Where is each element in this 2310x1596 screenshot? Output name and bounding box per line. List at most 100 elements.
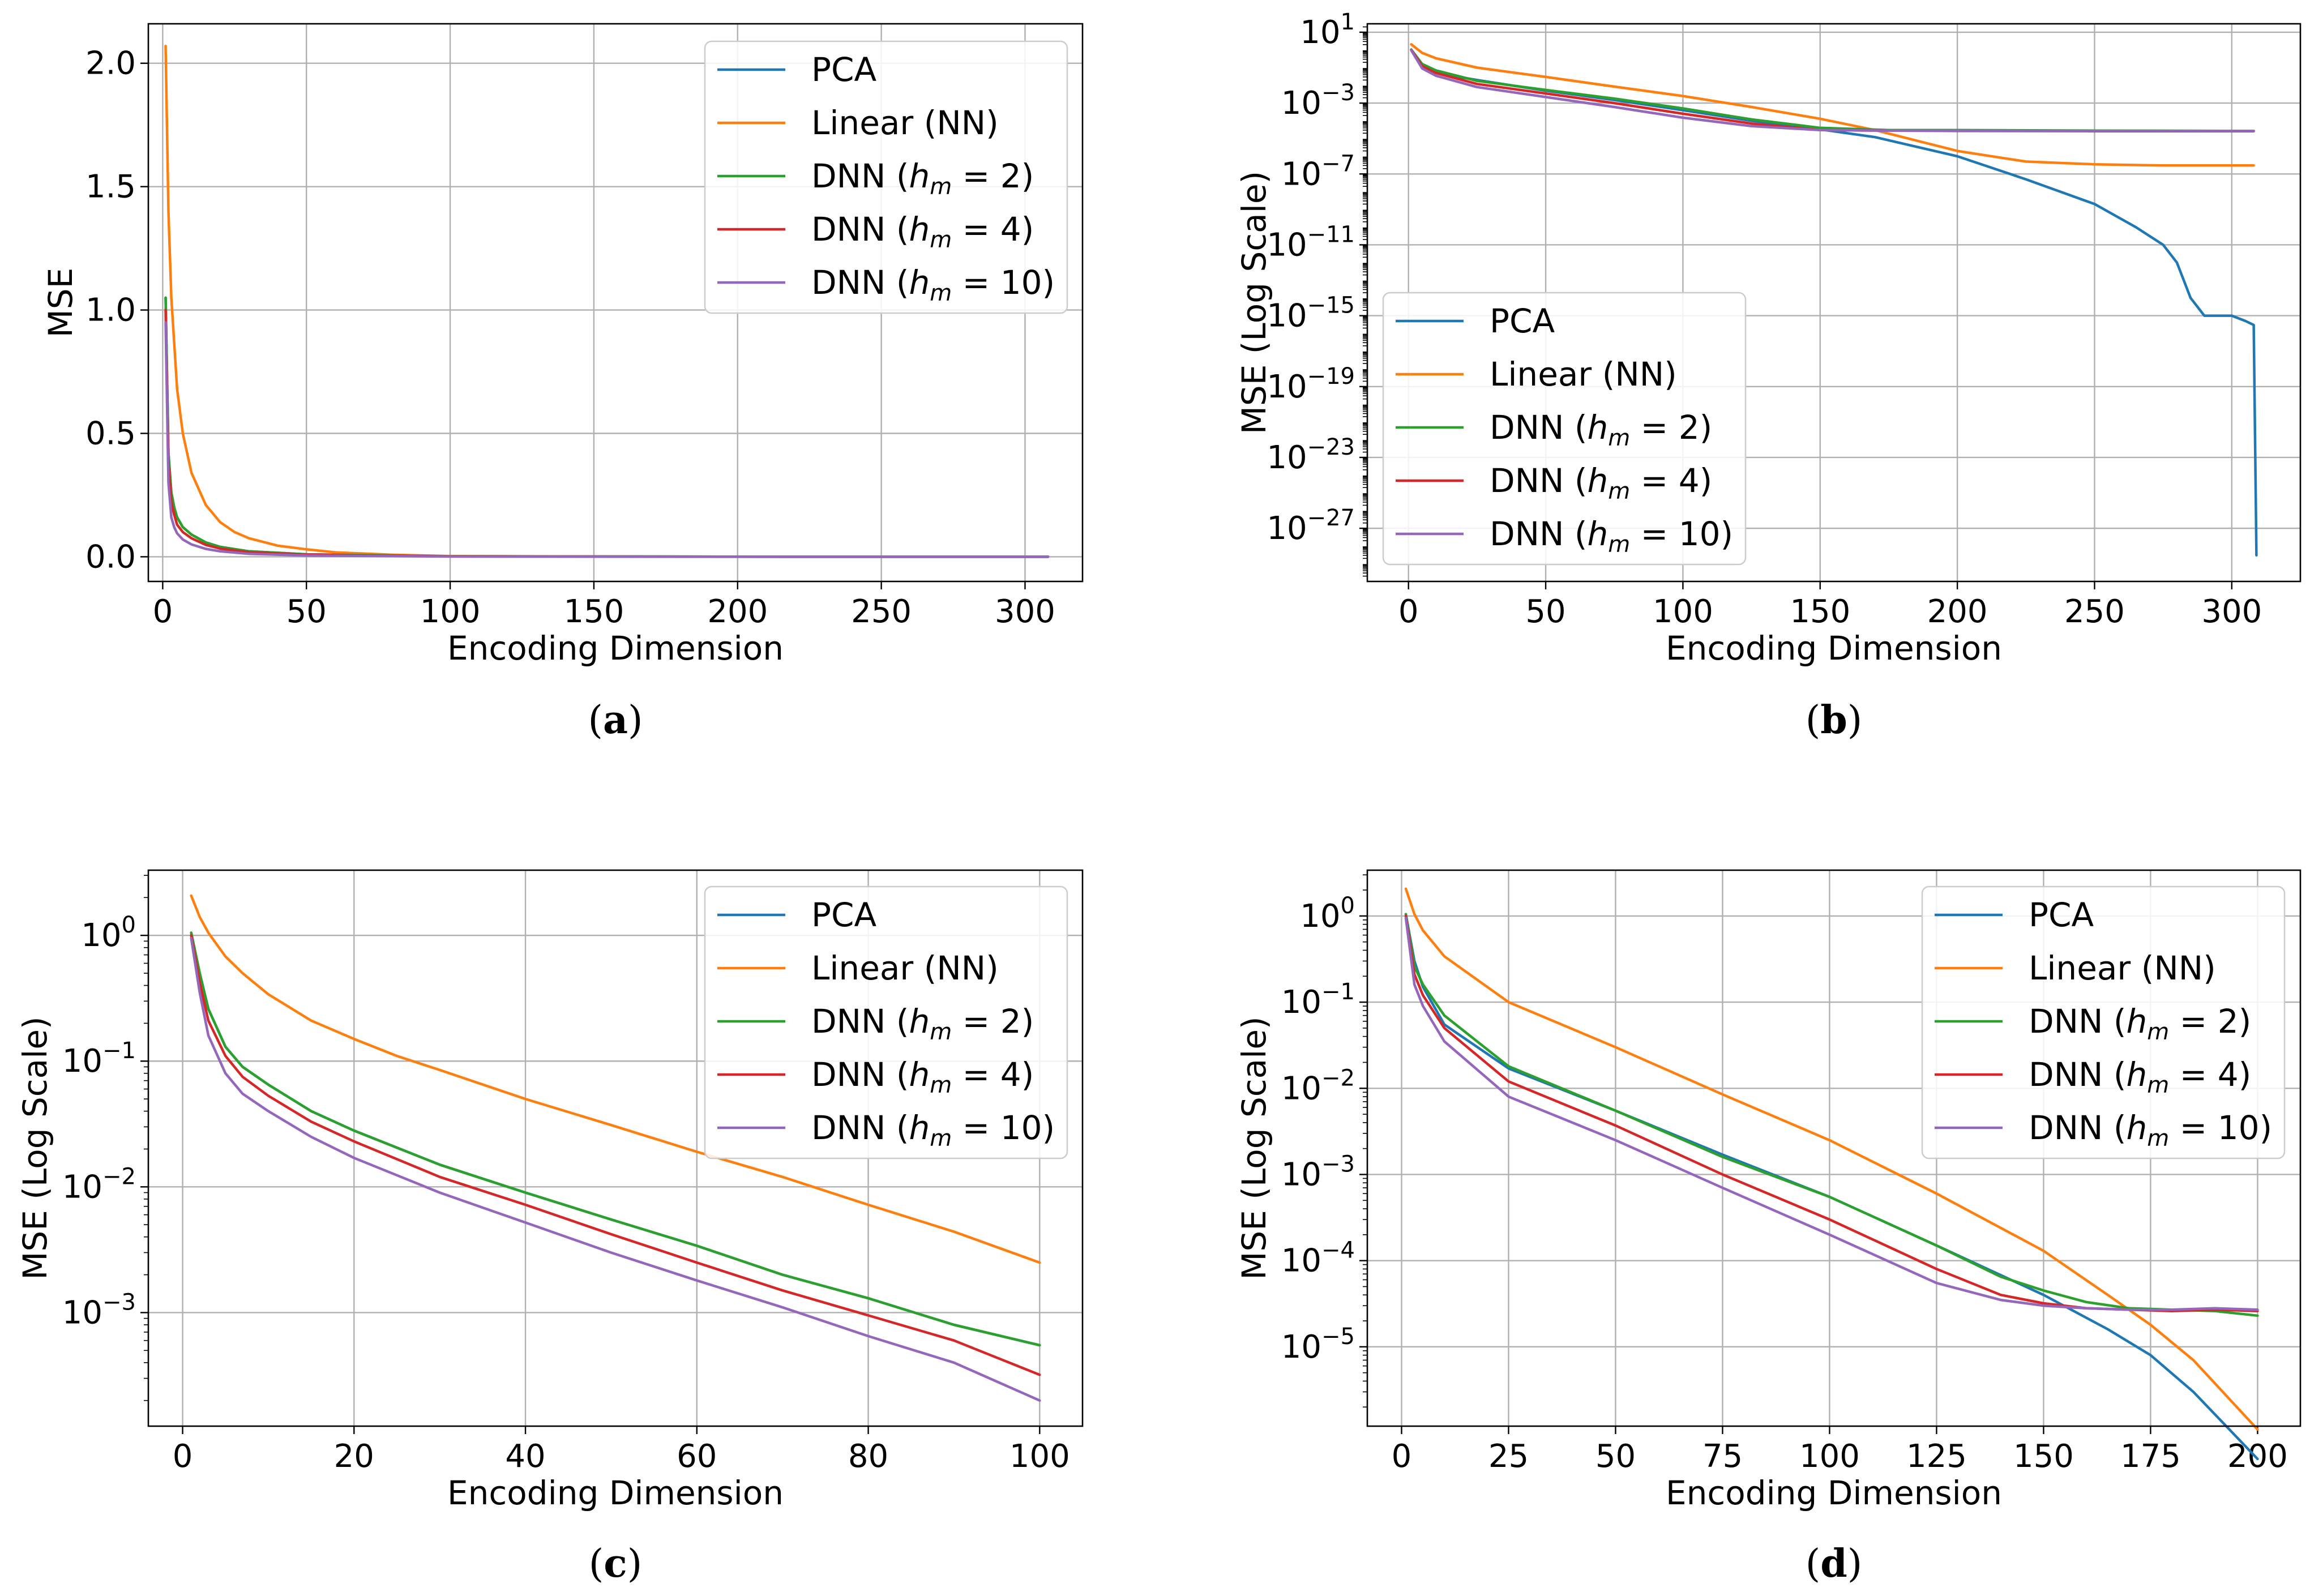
y-tick-label-0: 0.0 bbox=[85, 538, 136, 575]
plot-frame bbox=[147, 23, 1084, 583]
x-tick-label-2: 100 bbox=[1653, 593, 1713, 630]
legend-label-2: DNN (hm = 2) bbox=[811, 157, 1034, 200]
legend-label-4: DNN (hm = 10) bbox=[1490, 515, 1733, 558]
y-tick-label-3: 10−3 bbox=[62, 1289, 136, 1331]
legend-label-1: Linear (NN) bbox=[811, 104, 999, 142]
legend-label-3: DNN (hm = 4) bbox=[2029, 1055, 2251, 1098]
x-tick-label-5: 250 bbox=[851, 593, 912, 630]
x-tick-label-4: 100 bbox=[1799, 1438, 1860, 1475]
panel-caption: (d) bbox=[1806, 1541, 1863, 1586]
series-line-2 bbox=[164, 296, 1050, 558]
y-axis-label: MSE bbox=[41, 268, 80, 338]
y-axis-label: MSE (Log Scale) bbox=[1235, 171, 1273, 434]
series-line-4 bbox=[1404, 917, 2259, 1311]
chart-panel-d: 0 25 50 75 100 125 150 175 200 100 10−1 10−2 10−3 10−… bbox=[1235, 869, 2302, 1586]
x-tick-label-4: 200 bbox=[1927, 593, 1988, 630]
series-line-1 bbox=[190, 894, 1041, 1264]
chart-panel-b: 0 50 100 150 200 250 300 101 10−3 10−7 10−11 10−15 1… bbox=[1235, 9, 2302, 743]
x-tick-label-0: 0 bbox=[1398, 593, 1419, 630]
x-tick-label-2: 40 bbox=[505, 1438, 545, 1475]
y-tick-label-7: 10−27 bbox=[1267, 505, 1355, 547]
y-axis-label: MSE (Log Scale) bbox=[1235, 1016, 1273, 1280]
legend-label-3: DNN (hm = 4) bbox=[811, 1055, 1034, 1098]
legend-label-4: DNN (hm = 10) bbox=[811, 263, 1055, 306]
y-tick-label-4: 10−15 bbox=[1267, 293, 1355, 335]
x-tick-label-4: 200 bbox=[707, 593, 768, 630]
y-tick-label-5: 10−5 bbox=[1281, 1324, 1355, 1366]
legend-label-0: PCA bbox=[1490, 302, 1555, 340]
y-tick-label-0: 100 bbox=[1300, 893, 1355, 935]
chart-panel-c: 0 20 40 60 80 100 100 10−1 10−2 10−3 Encoding Dime… bbox=[16, 869, 1084, 1586]
x-tick-label-1: 20 bbox=[334, 1438, 374, 1475]
series-line-0 bbox=[164, 296, 1050, 558]
y-tick-label-4: 2.0 bbox=[85, 45, 136, 82]
legend-label-0: PCA bbox=[811, 50, 876, 89]
x-tick-label-6: 150 bbox=[2013, 1438, 2074, 1475]
series-line-3 bbox=[190, 934, 1041, 1376]
y-tick-label-6: 10−23 bbox=[1267, 434, 1355, 476]
x-tick-label-1: 50 bbox=[1525, 593, 1565, 630]
x-tick-label-0: 0 bbox=[1392, 1438, 1412, 1475]
x-tick-label-6: 300 bbox=[995, 593, 1055, 630]
x-tick-label-0: 0 bbox=[153, 593, 173, 630]
x-tick-label-5: 250 bbox=[2064, 593, 2125, 630]
legend-label-1: Linear (NN) bbox=[2029, 949, 2216, 987]
x-tick-label-2: 100 bbox=[420, 593, 481, 630]
legend-label-1: Linear (NN) bbox=[1490, 355, 1677, 393]
legend-label-0: PCA bbox=[811, 896, 876, 934]
legend-label-4: DNN (hm = 10) bbox=[811, 1109, 1055, 1152]
x-tick-label-1: 25 bbox=[1488, 1438, 1529, 1475]
x-tick-label-5: 125 bbox=[1906, 1438, 1967, 1475]
series-line-4 bbox=[164, 321, 1050, 558]
x-tick-label-3: 60 bbox=[677, 1438, 717, 1475]
y-tick-label-5: 10−19 bbox=[1267, 363, 1355, 405]
y-tick-label-2: 10−7 bbox=[1281, 151, 1355, 192]
legend-box bbox=[1921, 885, 2286, 1159]
series-line-1 bbox=[1410, 43, 2255, 167]
y-axis-label: MSE (Log Scale) bbox=[16, 1016, 54, 1280]
legend: PCA Linear (NN) DNN (hm = 2) DNN (hm = 4) DN… bbox=[704, 40, 1068, 314]
series-line-4 bbox=[1410, 49, 2255, 132]
legend-box bbox=[1382, 292, 1747, 566]
x-tick-label-4: 80 bbox=[848, 1438, 888, 1475]
y-tick-label-2: 10−2 bbox=[62, 1163, 136, 1205]
y-tick-label-1: 10−3 bbox=[1281, 80, 1355, 122]
y-tick-label-3: 10−3 bbox=[1281, 1151, 1355, 1193]
y-tick-label-4: 10−4 bbox=[1281, 1238, 1355, 1280]
legend-label-2: DNN (hm = 2) bbox=[811, 1002, 1034, 1045]
x-tick-label-0: 0 bbox=[173, 1438, 193, 1475]
x-axis-label: Encoding Dimension bbox=[1666, 1474, 2002, 1512]
y-tick-label-3: 1.5 bbox=[85, 169, 136, 206]
chart-panel-a: 0 50 100 150 200 250 300 0.0 0.5 1.0 1.5 2.0 Encodin… bbox=[41, 23, 1084, 743]
x-tick-label-3: 75 bbox=[1702, 1438, 1743, 1475]
legend: PCA Linear (NN) DNN (hm = 2) DNN (hm = 4) DN… bbox=[1921, 885, 2286, 1159]
x-tick-label-7: 175 bbox=[2120, 1438, 2181, 1475]
x-axis-label: Encoding Dimension bbox=[1666, 629, 2002, 668]
legend-label-1: Linear (NN) bbox=[811, 949, 999, 987]
legend-label-3: DNN (hm = 4) bbox=[1490, 461, 1712, 504]
y-tick-label-2: 10−2 bbox=[1281, 1065, 1355, 1107]
y-tick-label-0: 100 bbox=[81, 912, 136, 954]
plot-frame bbox=[1366, 869, 2302, 1427]
x-tick-label-8: 200 bbox=[2227, 1438, 2288, 1475]
legend: PCA Linear (NN) DNN (hm = 2) DNN (hm = 4) DN… bbox=[704, 885, 1068, 1159]
series-line-2 bbox=[190, 931, 1041, 1347]
y-tick-label-2: 1.0 bbox=[85, 292, 136, 329]
y-tick-label-3: 10−11 bbox=[1267, 221, 1355, 263]
legend: PCA Linear (NN) DNN (hm = 2) DNN (hm = 4) DN… bbox=[1382, 292, 1747, 566]
y-tick-label-0: 101 bbox=[1300, 9, 1355, 51]
x-tick-label-2: 50 bbox=[1595, 1438, 1636, 1475]
panel-caption: (b) bbox=[1806, 698, 1863, 743]
series-line-1 bbox=[1404, 887, 2259, 1431]
x-tick-label-1: 50 bbox=[286, 593, 327, 630]
plot-frame bbox=[147, 869, 1084, 1427]
legend-label-2: DNN (hm = 2) bbox=[2029, 1002, 2251, 1045]
legend-box bbox=[704, 885, 1068, 1159]
y-tick-label-1: 10−1 bbox=[62, 1038, 136, 1080]
panel-caption: (a) bbox=[588, 698, 643, 743]
x-tick-label-3: 150 bbox=[563, 593, 624, 630]
legend-label-0: PCA bbox=[2029, 896, 2094, 934]
legend-label-2: DNN (hm = 2) bbox=[1490, 408, 1712, 451]
x-axis-label: Encoding Dimension bbox=[447, 1474, 784, 1512]
